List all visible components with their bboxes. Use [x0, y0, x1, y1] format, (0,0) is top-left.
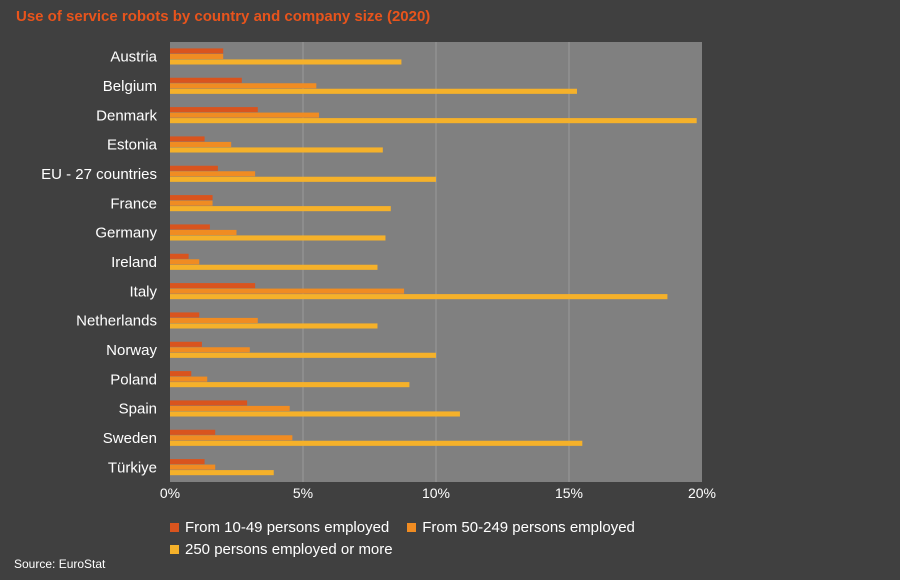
bar — [170, 224, 210, 230]
bar — [170, 376, 208, 382]
bar — [170, 107, 258, 113]
bar — [170, 382, 410, 388]
bar — [170, 206, 391, 212]
x-tick-label: 10% — [422, 485, 450, 501]
bar — [170, 341, 202, 347]
category-label: EU - 27 countries — [41, 166, 157, 183]
bar — [170, 147, 383, 153]
legend-item: 250 persons employed or more — [170, 538, 393, 560]
bar — [170, 88, 577, 94]
legend-swatch — [170, 522, 179, 532]
bar — [170, 253, 189, 259]
bar — [170, 48, 224, 54]
x-tick-label: 20% — [688, 485, 716, 501]
bar — [170, 141, 232, 148]
bar — [170, 264, 378, 270]
legend-label: From 10-49 persons employed — [185, 518, 390, 536]
x-tick-label: 15% — [555, 485, 583, 501]
legend-item: From 10-49 persons employed — [170, 516, 389, 538]
legend-item: From 50-249 persons employed — [407, 516, 635, 538]
chart-title: Use of service robots by country and com… — [16, 8, 431, 25]
category-label: Germany — [95, 225, 157, 242]
legend-swatch — [407, 522, 417, 532]
category-label: Denmark — [96, 107, 157, 124]
category-label: Austria — [110, 49, 157, 66]
bars — [170, 48, 697, 476]
bar — [170, 440, 583, 446]
x-tick-labels: 0% 5% 10% 15% 20% — [160, 485, 716, 501]
bar — [170, 53, 224, 60]
bar — [170, 165, 218, 171]
bar — [170, 83, 317, 89]
category-label: Poland — [110, 371, 157, 388]
legend-label: 250 persons employed or more — [185, 540, 393, 558]
bar — [170, 59, 402, 65]
bar — [170, 200, 213, 206]
category-label: France — [110, 195, 157, 212]
bar — [170, 371, 192, 377]
bar — [170, 347, 250, 353]
category-label: Ireland — [111, 254, 157, 271]
bar — [170, 400, 248, 406]
category-label: Türkiye — [108, 459, 157, 476]
bar — [170, 283, 256, 289]
bar — [170, 317, 258, 324]
bar — [170, 235, 386, 241]
legend-label: From 50-249 persons employed — [422, 518, 635, 536]
bar — [170, 118, 697, 124]
legend: From 10-49 persons employed From 50-249 p… — [170, 516, 730, 560]
x-tick-label: 0% — [160, 485, 180, 501]
bar — [170, 136, 205, 142]
bar — [170, 435, 293, 441]
category-label: Sweden — [103, 430, 157, 447]
source-note: Source: EuroStat — [14, 557, 106, 571]
bar — [170, 112, 319, 118]
bar — [170, 405, 290, 412]
legend-swatch — [170, 544, 179, 554]
bar — [170, 323, 378, 329]
bar — [170, 312, 200, 318]
x-tick-label: 5% — [293, 485, 313, 501]
bar — [170, 229, 237, 236]
category-label: Netherlands — [76, 313, 157, 330]
category-label: Spain — [119, 401, 157, 418]
bar — [170, 288, 405, 294]
category-labels: Austria Belgium Denmark Estonia EU - 27 coun… — [41, 49, 158, 477]
bar — [170, 171, 256, 177]
bar — [170, 429, 216, 435]
category-label: Norway — [106, 342, 157, 359]
bar — [170, 77, 242, 83]
bar — [170, 470, 274, 476]
bar — [170, 195, 213, 201]
bar — [170, 176, 436, 182]
bar — [170, 459, 205, 465]
bar — [170, 411, 460, 417]
category-label: Italy — [129, 283, 157, 300]
category-label: Estonia — [107, 137, 158, 154]
bar — [170, 294, 668, 300]
category-label: Belgium — [103, 78, 157, 95]
bar — [170, 352, 436, 358]
bar — [170, 259, 200, 265]
bar — [170, 464, 216, 470]
